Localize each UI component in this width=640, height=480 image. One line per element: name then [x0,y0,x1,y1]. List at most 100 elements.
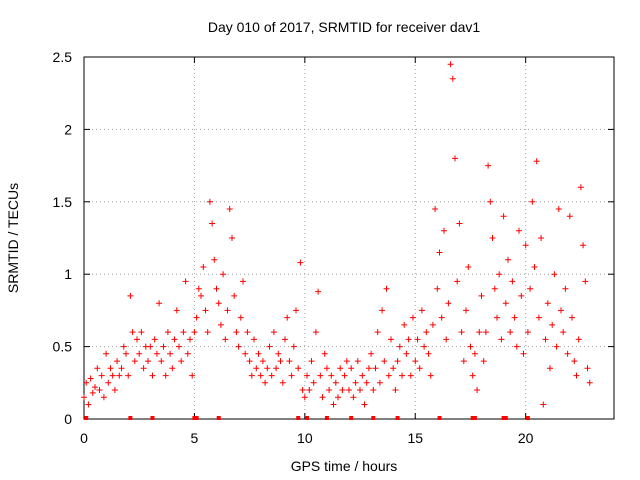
y-tick-label: 2 [64,121,72,137]
data-point [494,314,500,321]
data-point [401,321,408,328]
data-point [551,271,558,278]
zero-point-marker [501,416,506,420]
data-point [105,379,112,386]
data-point [195,285,202,292]
data-point [330,401,337,408]
data-point [564,350,571,357]
zero-point-marker [437,416,442,420]
data-point [348,365,355,372]
data-point [357,387,363,393]
data-point [138,329,145,336]
data-point [352,379,359,386]
data-point [547,365,553,372]
data-point [458,329,465,336]
data-point [246,358,253,365]
data-point [520,350,527,357]
data-point [114,358,121,365]
data-point [191,329,198,336]
data-point [224,307,231,314]
data-point [339,387,346,393]
data-point [259,358,266,365]
data-point [134,336,140,343]
data-point [392,387,399,393]
data-point [474,387,481,393]
data-point [312,329,319,336]
data-point [235,343,242,350]
x-axis-label: GPS time / hours [291,458,398,474]
data-point [516,227,522,234]
data-point [89,389,96,396]
data-point [341,372,348,379]
data-point [500,213,507,220]
zero-point-marker [395,416,400,420]
data-point [410,314,416,321]
data-point [482,329,489,336]
zero-point-marker [296,416,301,420]
zero-point-marker [525,416,530,420]
data-point [299,387,306,393]
data-point [575,336,582,343]
data-point [103,350,110,357]
data-point [131,358,138,365]
data-point [231,292,238,299]
data-point [374,329,381,336]
data-point [518,292,525,299]
data-point [279,379,286,386]
data-point [476,329,483,336]
data-point [449,75,456,82]
data-point [116,372,123,379]
data-point [447,61,454,68]
data-point [425,350,432,357]
data-point [264,365,271,372]
data-point [403,350,410,357]
data-point [248,372,255,379]
data-point [226,206,233,212]
data-point [111,387,118,393]
plot-frame [83,56,615,420]
data-point [220,271,227,278]
zero-point-marker [324,416,329,420]
data-point [315,288,322,295]
data-point [301,394,308,401]
data-point [365,365,372,372]
data-point [350,394,357,401]
data-point [396,343,403,350]
data-point [560,329,567,336]
y-tick-label: 2.5 [53,49,73,65]
data-point [385,372,392,379]
data-point [405,336,412,343]
data-point [376,379,383,386]
data-point [332,379,339,386]
data-point [383,285,390,292]
data-point [326,387,333,393]
data-point [251,336,257,343]
data-point [363,379,370,386]
data-point [162,372,169,379]
data-point [118,365,125,372]
data-point [584,365,591,372]
data-point [136,350,143,357]
data-point [535,314,542,321]
data-point [266,343,273,350]
data-point [529,198,536,205]
data-point [379,307,386,314]
data-point [310,379,317,386]
data-point [527,285,534,292]
zero-point-marker [472,416,477,420]
data-point [538,235,545,241]
zero-point-marker [305,416,310,420]
data-point [304,372,310,379]
data-point [491,285,498,292]
x-tick-label: 20 [518,430,534,446]
data-point [189,372,196,379]
data-point [436,249,443,256]
data-point [156,300,163,307]
data-point [496,271,503,278]
data-point [306,387,313,393]
data-points [81,61,593,420]
data-point [586,379,593,386]
data-point [381,358,388,365]
x-tick-label: 0 [80,430,88,446]
grid-lines [84,57,614,419]
